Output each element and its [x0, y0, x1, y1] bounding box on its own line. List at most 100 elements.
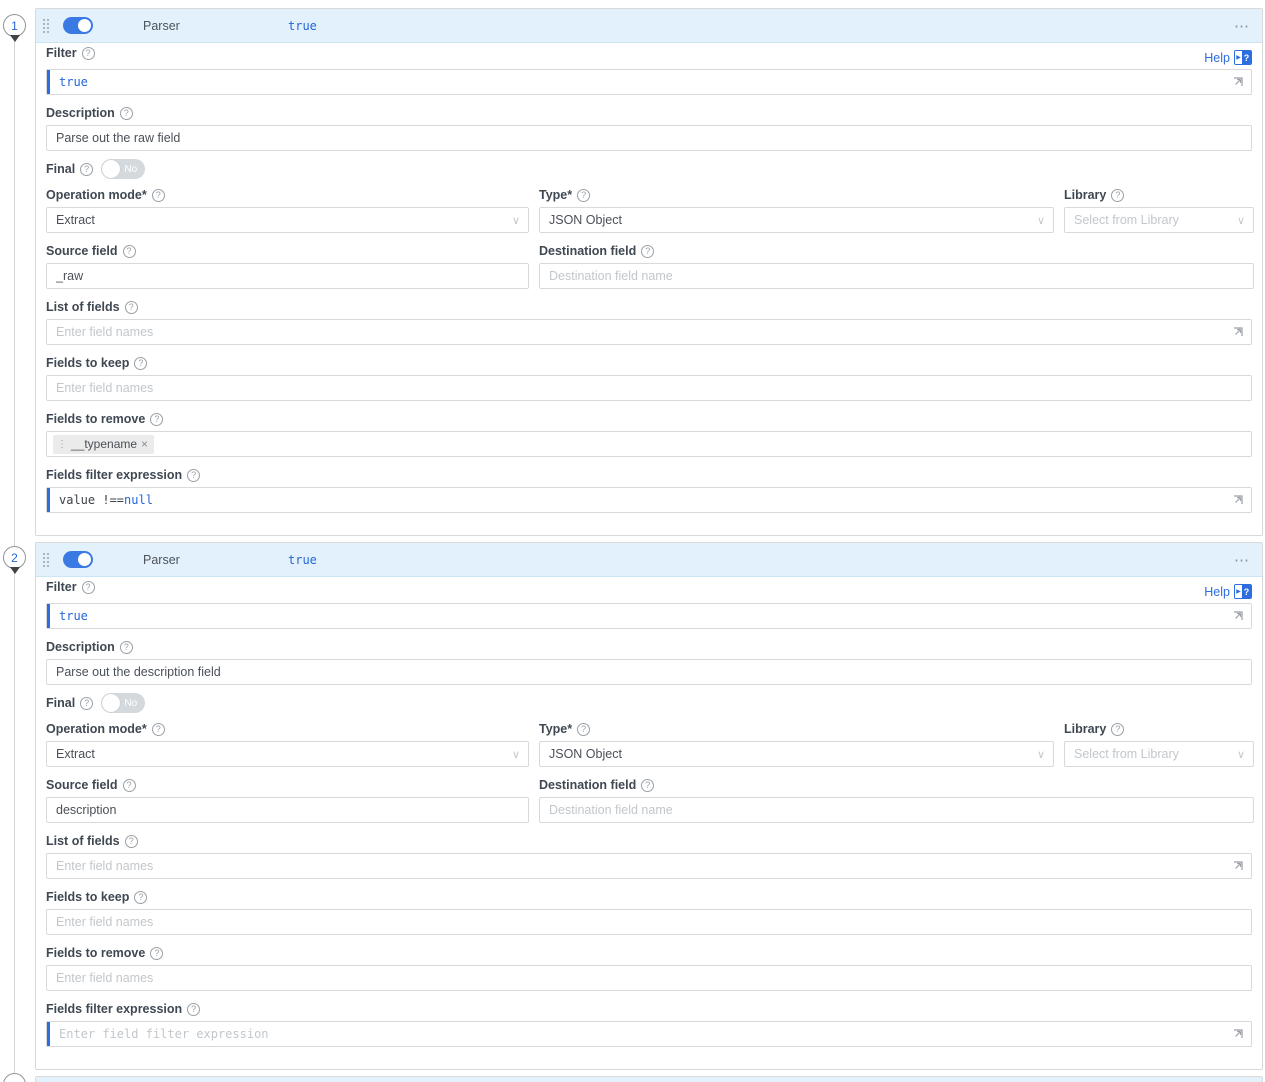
function-header[interactable]: Flatten true ⋯ — [36, 1077, 1262, 1082]
question-icon[interactable]: ? — [187, 1002, 201, 1016]
field-fields-to-keep: Fields to keep? — [46, 889, 1252, 935]
library-select[interactable]: Select from Library ∨ — [1064, 207, 1254, 233]
destination-field-input[interactable] — [540, 264, 1253, 288]
question-icon[interactable]: ? — [150, 946, 164, 960]
final-toggle[interactable]: No — [101, 693, 146, 713]
drag-handle-icon[interactable] — [42, 551, 50, 568]
tag-drag-icon[interactable]: ⋮ — [57, 438, 67, 450]
fields-to-keep-input[interactable] — [47, 376, 1251, 400]
editor-accent-bar — [47, 1022, 50, 1046]
field-label: Library — [1064, 188, 1107, 202]
field-label: Filter — [46, 46, 77, 60]
question-icon[interactable]: ? — [1111, 722, 1125, 736]
step-pin-1[interactable]: 1 — [3, 14, 26, 42]
expand-editor-icon[interactable] — [1230, 1026, 1246, 1042]
field-label: Description — [46, 106, 115, 120]
function-enabled-toggle[interactable] — [63, 17, 93, 34]
final-toggle[interactable]: No — [101, 159, 146, 179]
step-pin-3[interactable] — [3, 1073, 26, 1082]
question-icon[interactable]: ? — [577, 722, 591, 736]
field-destination: Destination field? — [539, 777, 1254, 823]
operation-mode-select[interactable]: Extract ∨ — [46, 741, 529, 767]
question-icon[interactable]: ? — [80, 696, 94, 710]
field-label: List of fields — [46, 300, 120, 314]
fields-to-remove-input[interactable] — [47, 966, 1251, 990]
function-block-1: Parser true ⋯ Filter? Help ▶? true — [35, 8, 1263, 536]
question-icon[interactable]: ? — [124, 834, 138, 848]
field-type: Type*? JSON Object ∨ — [539, 721, 1054, 767]
fields-to-keep-input[interactable] — [47, 910, 1251, 934]
question-icon[interactable]: ? — [641, 244, 655, 258]
field-source: Source field? — [46, 777, 529, 823]
field-library: Library? Select from Library ∨ — [1064, 187, 1254, 233]
expand-editor-icon[interactable] — [1230, 858, 1246, 874]
type-select[interactable]: JSON Object ∨ — [539, 207, 1054, 233]
tag-close-icon[interactable]: × — [141, 437, 149, 451]
function-header-filter: true — [288, 18, 317, 33]
help-link[interactable]: Help ▶? — [1204, 50, 1252, 65]
field-label: Fields filter expression — [46, 468, 183, 482]
question-icon[interactable]: ? — [577, 188, 591, 202]
question-icon[interactable]: ? — [641, 778, 655, 792]
step-number[interactable]: 1 — [3, 14, 26, 37]
expand-editor-icon[interactable] — [1230, 74, 1246, 90]
description-input[interactable] — [47, 660, 1251, 684]
question-icon[interactable]: ? — [187, 468, 201, 482]
expand-editor-icon[interactable] — [1230, 324, 1246, 340]
field-tag[interactable]: ⋮ __typename × — [53, 434, 155, 454]
function-header[interactable]: Parser true ⋯ — [36, 543, 1262, 577]
more-menu-icon[interactable]: ⋯ — [1234, 17, 1250, 35]
step-number[interactable] — [3, 1073, 26, 1082]
destination-field-input[interactable] — [540, 798, 1253, 822]
function-header[interactable]: Parser true ⋯ — [36, 9, 1262, 43]
fields-filter-expression-editor[interactable]: value !== null — [46, 487, 1252, 513]
question-icon[interactable]: ? — [122, 244, 136, 258]
question-icon[interactable]: ? — [122, 778, 136, 792]
question-icon[interactable]: ? — [134, 890, 148, 904]
step-number[interactable]: 2 — [3, 546, 26, 569]
function-header-filter: true — [288, 552, 317, 567]
source-field-input[interactable] — [47, 264, 528, 288]
question-icon[interactable]: ? — [80, 162, 94, 176]
question-icon[interactable]: ? — [81, 46, 95, 60]
question-icon[interactable]: ? — [119, 106, 133, 120]
question-icon[interactable]: ? — [151, 188, 165, 202]
question-icon[interactable]: ? — [1111, 188, 1125, 202]
question-icon[interactable]: ? — [124, 300, 138, 314]
function-name: Parser — [143, 552, 180, 567]
more-menu-icon[interactable]: ⋯ — [1234, 551, 1250, 569]
expression-keyword: null — [124, 493, 153, 507]
step-pin-2[interactable]: 2 — [3, 546, 26, 574]
source-field-input[interactable] — [47, 798, 528, 822]
editor-accent-bar — [47, 604, 50, 628]
fields-to-remove-input[interactable]: ⋮ __typename × — [46, 431, 1252, 457]
question-icon[interactable]: ? — [151, 722, 165, 736]
field-library: Library? Select from Library ∨ — [1064, 721, 1254, 767]
drag-handle-icon[interactable] — [42, 17, 50, 34]
pin-pointer-icon — [9, 567, 20, 574]
field-label: Fields to remove — [46, 946, 146, 960]
type-select[interactable]: JSON Object ∨ — [539, 741, 1054, 767]
question-icon[interactable]: ? — [119, 640, 133, 654]
field-label: Type* — [539, 188, 573, 202]
field-label: Destination field — [539, 244, 637, 258]
list-of-fields-input[interactable] — [47, 854, 1251, 878]
help-panel-icon: ▶? — [1234, 50, 1252, 65]
expand-editor-icon[interactable] — [1230, 608, 1246, 624]
filter-expression-editor[interactable]: true — [46, 69, 1252, 95]
expand-editor-icon[interactable] — [1230, 492, 1246, 508]
field-final: Final? No — [46, 693, 1252, 713]
filter-expression-editor[interactable]: true — [46, 603, 1252, 629]
list-of-fields-input[interactable] — [47, 320, 1251, 344]
fields-filter-expression-editor[interactable]: Enter field filter expression — [46, 1021, 1252, 1047]
field-fields-to-keep: Fields to keep? — [46, 355, 1252, 401]
description-input[interactable] — [47, 126, 1251, 150]
function-enabled-toggle[interactable] — [63, 551, 93, 568]
question-icon[interactable]: ? — [134, 356, 148, 370]
question-icon[interactable]: ? — [81, 580, 95, 594]
library-select[interactable]: Select from Library ∨ — [1064, 741, 1254, 767]
operation-mode-select[interactable]: Extract ∨ — [46, 207, 529, 233]
question-icon[interactable]: ? — [150, 412, 164, 426]
field-description: Description? — [46, 639, 1252, 685]
help-link[interactable]: Help ▶? — [1204, 584, 1252, 599]
